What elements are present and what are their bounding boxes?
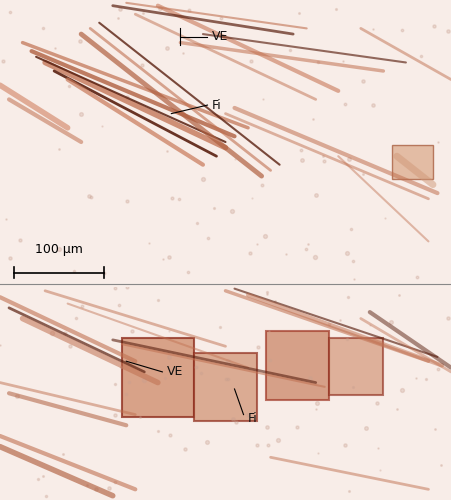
FancyBboxPatch shape: [392, 145, 433, 179]
Text: Fi: Fi: [212, 98, 222, 112]
Text: Fi: Fi: [248, 412, 258, 426]
Text: VE: VE: [167, 366, 183, 378]
Text: 100 μm: 100 μm: [35, 242, 83, 256]
Text: VE: VE: [212, 30, 228, 44]
FancyBboxPatch shape: [194, 352, 257, 421]
FancyBboxPatch shape: [329, 338, 383, 396]
FancyBboxPatch shape: [122, 338, 194, 416]
FancyBboxPatch shape: [266, 332, 329, 400]
